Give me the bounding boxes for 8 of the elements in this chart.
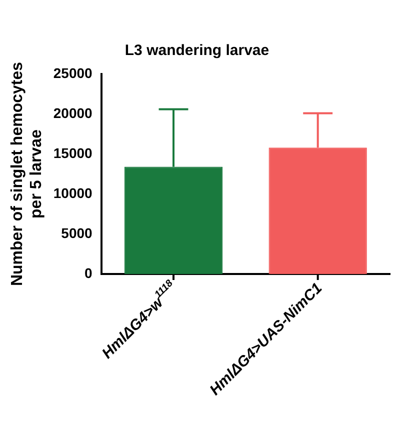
y-tick-label: 20000 [53,104,93,121]
y-tick-label: 15000 [53,144,93,161]
y-tick-label: 0 [84,264,93,281]
y-axis-title: Number of singlet hemocytes per 5 larvae [9,62,46,286]
y-tick-label: 25000 [53,64,93,81]
y-tick-label: 10000 [53,184,93,201]
chart-title: L3 wandering larvae [124,42,270,60]
y-tick-label: 5000 [61,224,93,241]
